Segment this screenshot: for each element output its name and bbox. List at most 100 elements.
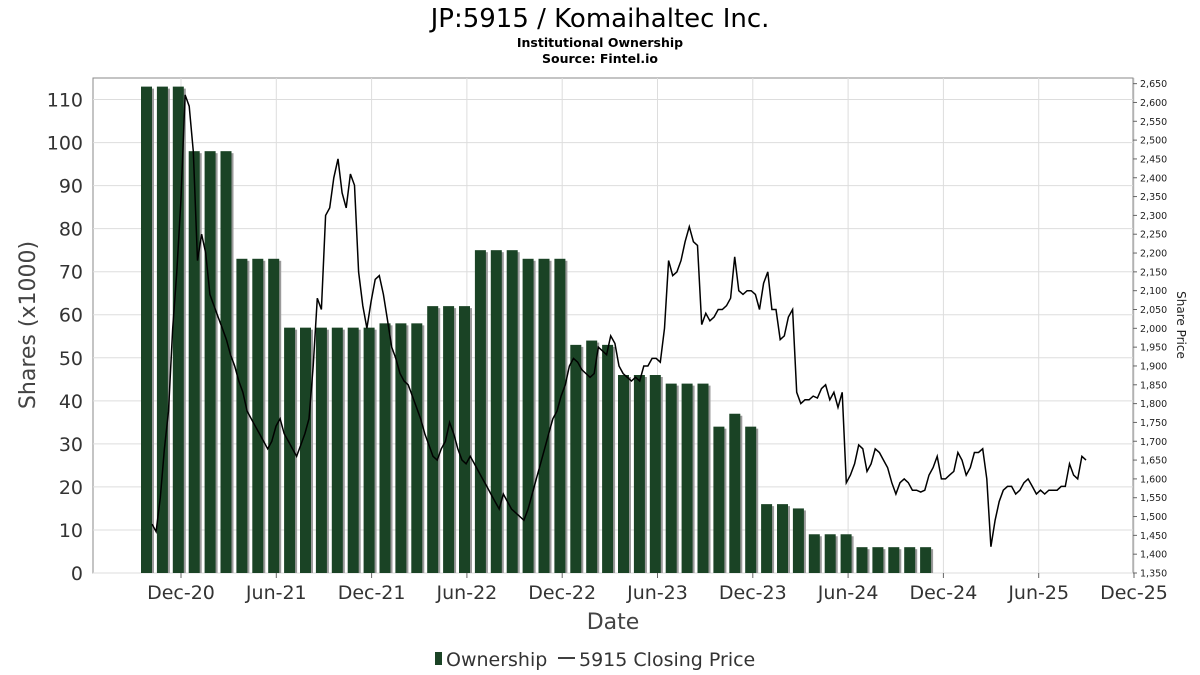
ownership-bar — [920, 547, 932, 573]
ownership-bar — [713, 426, 725, 573]
ownership-bar — [300, 327, 311, 573]
ownership-bar — [761, 504, 773, 573]
y2-tick-label: 1,850 — [1140, 380, 1167, 391]
x-axis-ticks: Dec-20 Jun-21 Dec-21 Jun-22 Dec-22 Jun-23 Dec-… — [147, 573, 1168, 604]
y2-tick-label: 2,100 — [1140, 286, 1167, 297]
ownership-bar — [777, 504, 788, 573]
y2-tick-label: 1,350 — [1140, 569, 1167, 580]
y2-tick-label: 1,750 — [1140, 418, 1167, 429]
ownership-bar — [363, 327, 375, 573]
y-tick-label: 20 — [59, 477, 83, 499]
ownership-bar — [284, 327, 296, 573]
ownership-bar — [681, 383, 693, 573]
x-tick-label: Jun-21 — [245, 582, 307, 604]
ownership-bar — [570, 344, 582, 573]
y-tick-label: 110 — [47, 90, 83, 112]
x-tick-label: Dec-21 — [338, 582, 406, 604]
ownership-bar — [506, 250, 518, 573]
y2-tick-label: 1,450 — [1140, 531, 1167, 542]
y2-tick-label: 2,650 — [1140, 79, 1167, 90]
y-tick-label: 100 — [47, 133, 83, 155]
ownership-bar — [156, 86, 168, 573]
y2-tick-label: 1,800 — [1140, 399, 1167, 410]
ownership-bar — [538, 258, 550, 573]
x-axis-label: Date — [587, 610, 640, 635]
ownership-bar — [427, 306, 439, 573]
y2-axis-label: Share Price — [1174, 291, 1188, 359]
ownership-bars — [141, 86, 934, 573]
ownership-bar — [443, 306, 455, 573]
y2-tick-label: 1,700 — [1140, 437, 1167, 448]
y-axis-label: Shares (x1000) — [16, 241, 41, 409]
y2-tick-label: 2,500 — [1140, 136, 1167, 147]
y2-tick-label: 1,650 — [1140, 456, 1167, 467]
y2-tick-label: 2,050 — [1140, 305, 1167, 316]
x-tick-label: Jun-24 — [817, 582, 879, 604]
y2-tick-label: 1,900 — [1140, 361, 1167, 372]
x-tick-label: Dec-24 — [909, 582, 977, 604]
ownership-bar — [379, 323, 391, 573]
y2-tick-label: 2,300 — [1140, 211, 1167, 222]
ownership-bar — [729, 413, 741, 573]
y2-tick-label: 2,000 — [1140, 324, 1167, 335]
chart-subtitle: Institutional Ownership — [517, 35, 683, 50]
ownership-bar — [522, 258, 534, 573]
ownership-bar — [649, 375, 661, 573]
x-tick-label: Jun-23 — [626, 582, 688, 604]
ownership-bar — [586, 340, 598, 573]
ownership-bar — [490, 250, 502, 573]
legend: Ownership 5915 Closing Price — [435, 649, 755, 671]
y-tick-label: 10 — [59, 520, 83, 542]
ownership-bar — [697, 383, 709, 573]
chart-title: JP:5915 / Komaihaltec Inc. — [429, 4, 770, 34]
ownership-bar — [665, 383, 677, 573]
ownership-bar — [395, 323, 407, 573]
y2-tick-label: 2,150 — [1140, 267, 1167, 278]
y2-tick-label: 1,500 — [1140, 512, 1167, 523]
y2-tick-label: 2,400 — [1140, 173, 1167, 184]
ownership-bar — [411, 323, 423, 573]
y-tick-label: 70 — [59, 262, 83, 284]
ownership-bar — [172, 86, 184, 573]
chart-source: Source: Fintel.io — [542, 51, 658, 66]
right-axis-ticks: 1,350 1,400 1,450 1,500 1,550 1,600 1,650 1,700… — [1133, 79, 1167, 580]
y-tick-label: 80 — [59, 219, 83, 241]
y2-tick-label: 1,400 — [1140, 550, 1167, 561]
x-tick-label: Jun-22 — [436, 582, 498, 604]
x-tick-label: Dec-23 — [719, 582, 787, 604]
x-tick-label: Dec-22 — [528, 582, 596, 604]
ownership-bar — [315, 327, 327, 573]
ownership-bar — [745, 426, 757, 573]
ownership-bar — [141, 86, 152, 573]
legend-ownership-swatch — [435, 652, 442, 665]
y-tick-label: 30 — [59, 434, 83, 456]
legend-ownership-label: Ownership — [446, 649, 547, 671]
ownership-bar — [268, 258, 280, 573]
y2-tick-label: 2,250 — [1140, 230, 1167, 241]
ownership-bar — [618, 375, 629, 573]
y2-tick-label: 2,450 — [1140, 154, 1167, 165]
ownership-bar — [888, 547, 900, 573]
left-axis-ticks: 0 10 20 30 40 50 60 70 80 90 100 110 — [47, 90, 83, 585]
y2-tick-label: 1,550 — [1140, 493, 1167, 504]
ownership-bar — [904, 547, 916, 573]
y2-tick-label: 2,200 — [1140, 249, 1167, 260]
x-tick-label: Jun-25 — [1007, 582, 1069, 604]
legend-price-label: 5915 Closing Price — [579, 649, 755, 671]
y-tick-label: 90 — [59, 176, 83, 198]
ownership-bar — [331, 327, 343, 573]
ownership-bar — [236, 258, 248, 573]
ownership-bar — [554, 258, 566, 573]
ownership-bar — [872, 547, 884, 573]
y2-tick-label: 1,600 — [1140, 474, 1167, 485]
y2-tick-label: 2,600 — [1140, 98, 1167, 109]
ownership-bar — [840, 534, 852, 573]
ownership-bar — [602, 344, 614, 573]
ownership-bar — [792, 508, 804, 573]
y-tick-label: 50 — [59, 348, 83, 370]
ownership-bar — [808, 534, 820, 573]
y-tick-label: 0 — [71, 563, 83, 585]
y-tick-label: 40 — [59, 391, 83, 413]
ownership-bar — [188, 151, 200, 573]
